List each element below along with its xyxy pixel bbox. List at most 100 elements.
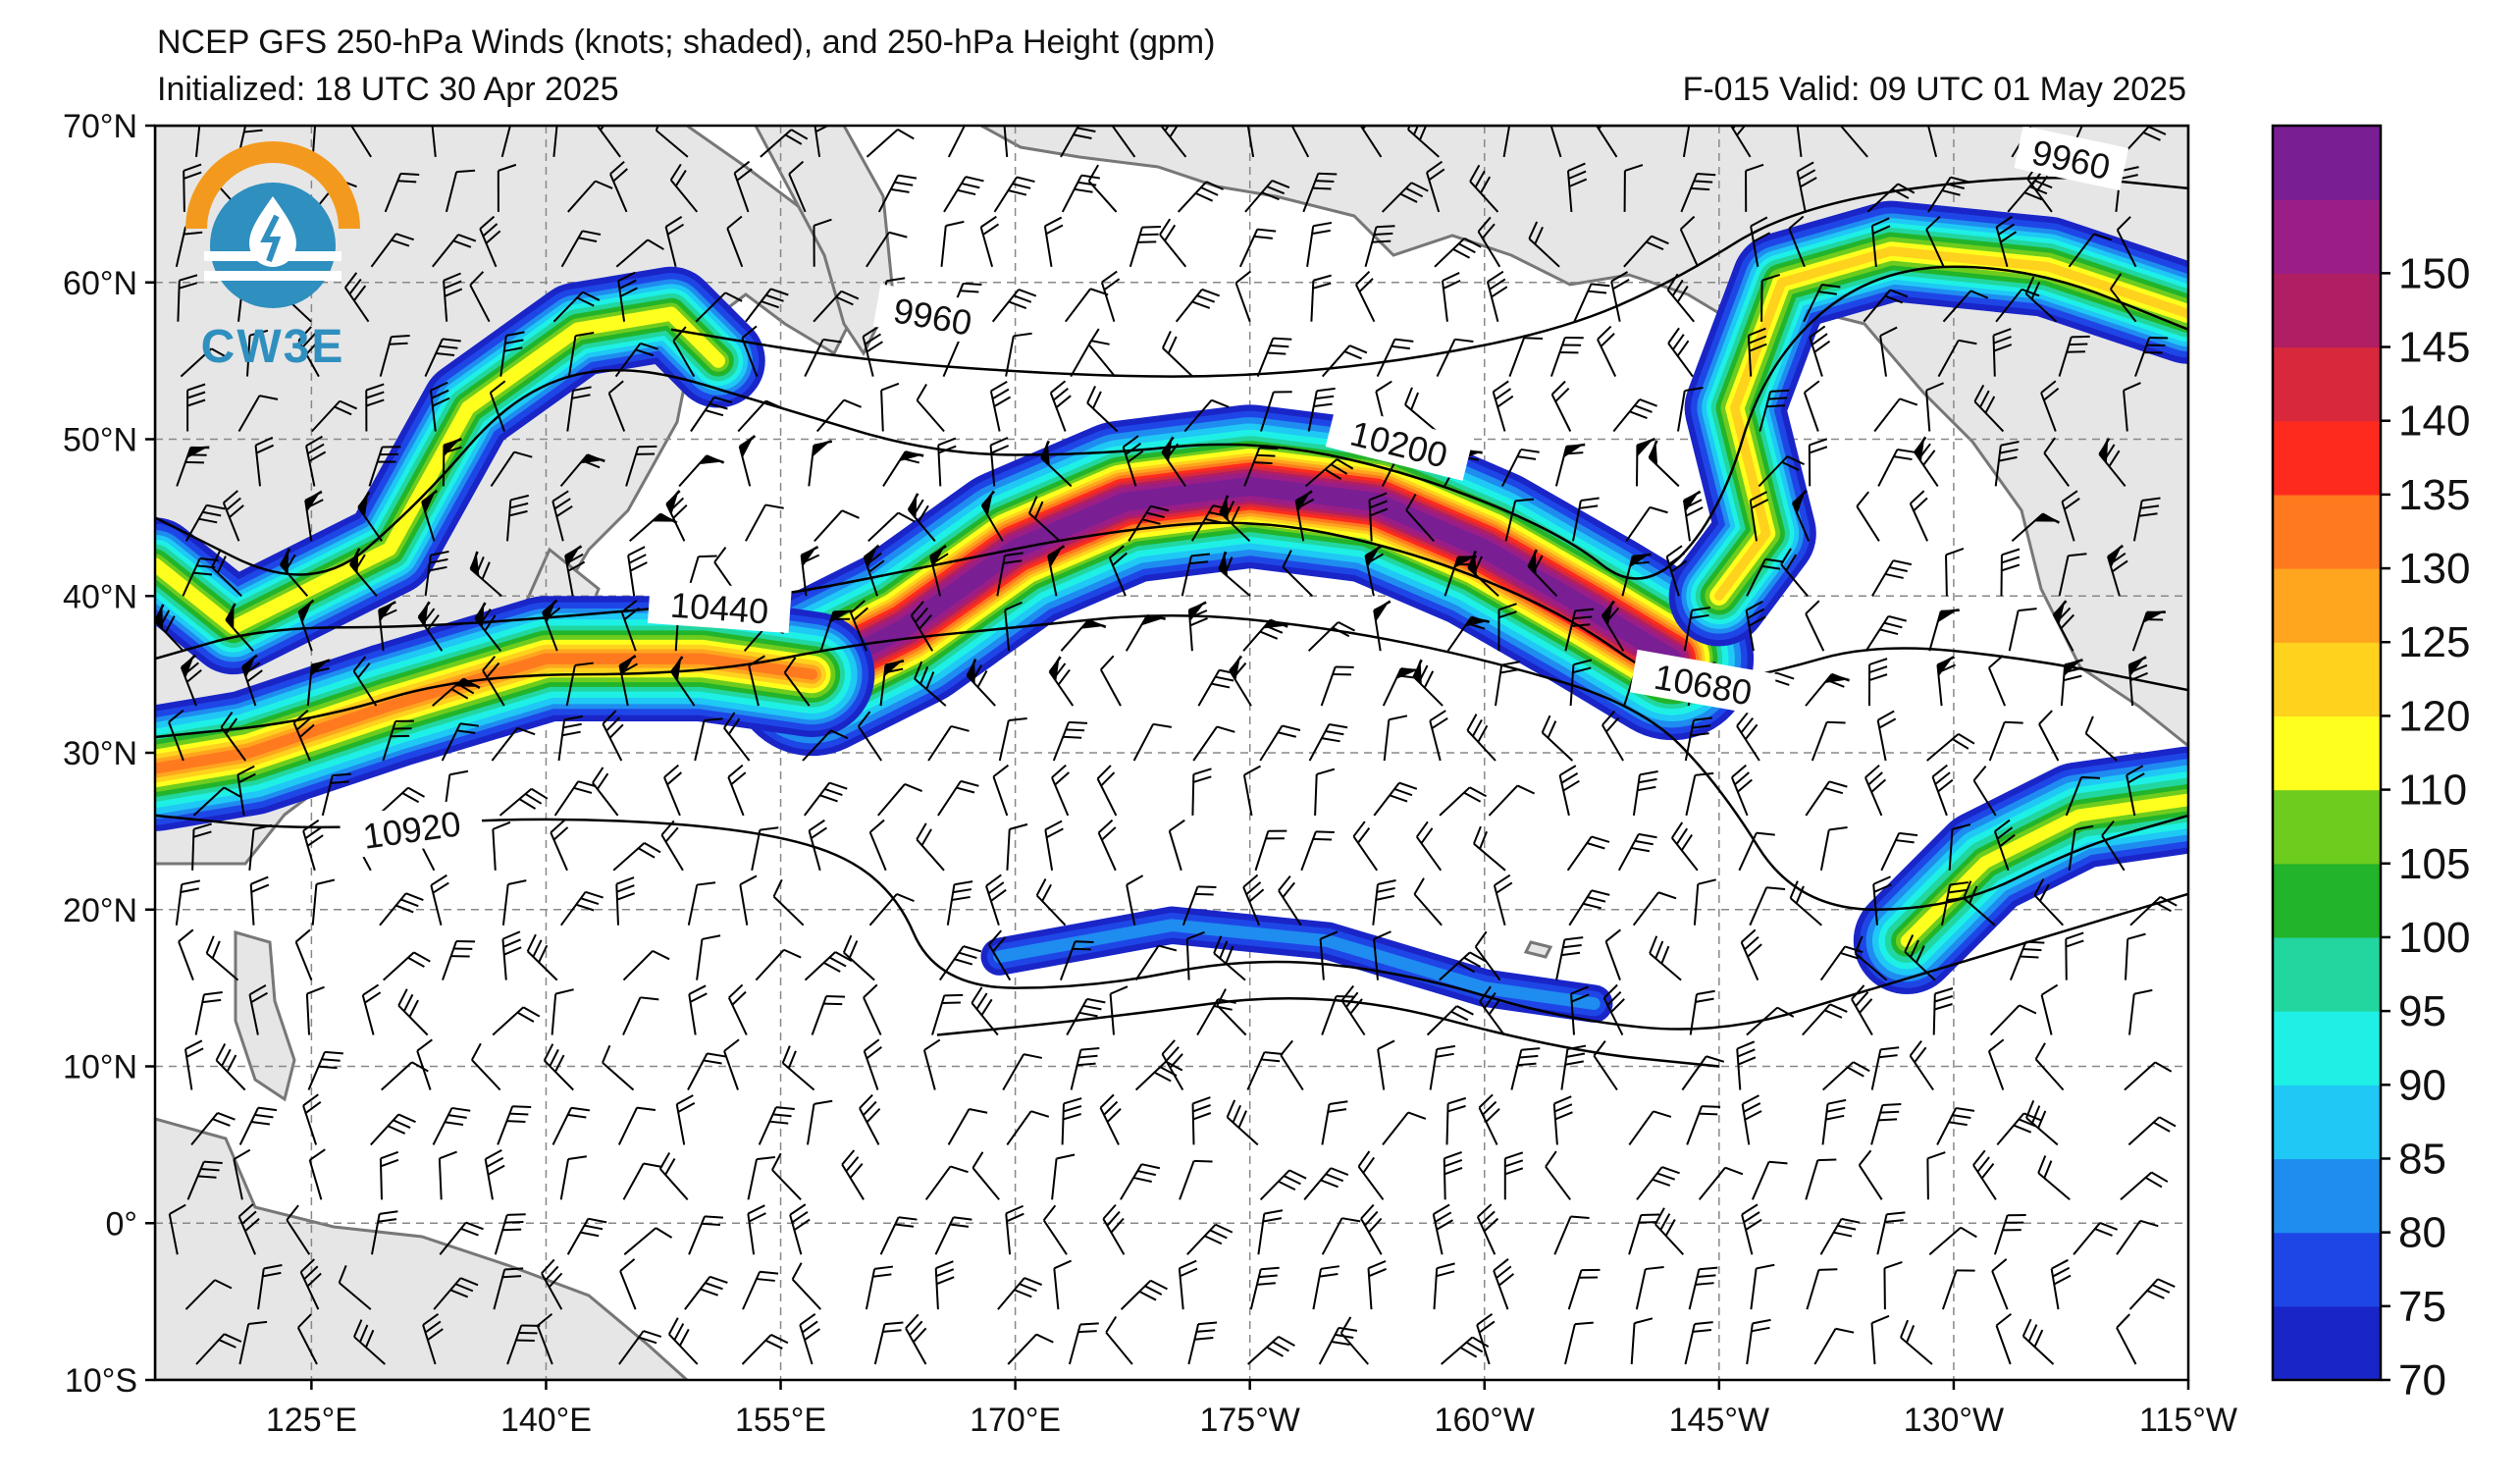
lat-label: 10°N: [63, 1049, 137, 1086]
wind-barb: [1352, 821, 1379, 872]
wind-barb: [1805, 672, 1851, 707]
wind-barb: [602, 1044, 635, 1091]
wind-barb: [663, 764, 683, 817]
wind-barb: [1973, 384, 2005, 433]
wind-barb: [2120, 1171, 2169, 1201]
lat-label: 60°N: [63, 265, 137, 302]
colorbar-swatch: [2273, 863, 2381, 938]
wind-barb: [1996, 1112, 2042, 1146]
wind-barb: [1566, 162, 1588, 212]
wind-barb: [1472, 825, 1506, 872]
wind-barb: [168, 709, 184, 762]
wind-barb: [688, 984, 708, 1035]
wind-barb: [238, 1106, 278, 1145]
wind-barb: [1377, 1039, 1395, 1090]
wind-barb: [286, 1204, 311, 1255]
wind-barb: [655, 126, 689, 158]
wind-barb: [365, 383, 385, 432]
wind-barb: [194, 991, 223, 1035]
wind-barb: [815, 398, 862, 433]
wind-barb: [1493, 874, 1513, 926]
wind-barb: [2037, 1155, 2071, 1201]
wind-barb: [1488, 784, 1536, 817]
wind-barb: [1441, 1336, 1490, 1365]
wind-barb: [501, 879, 527, 926]
wind-barb: [1355, 270, 1376, 323]
wind-barb: [1219, 494, 1251, 543]
map-title: NCEP GFS 250-hPa Winds (knots; shaded), …: [157, 24, 1216, 61]
wind-barb: [1987, 1038, 2005, 1090]
wind-barb: [1254, 829, 1287, 872]
wind-barb: [2131, 610, 2167, 652]
wind-barb: [195, 126, 202, 158]
colorbar-label: 85: [2398, 1135, 2446, 1183]
wind-barb: [672, 326, 696, 378]
wind-barb: [868, 892, 915, 927]
wind-barb: [1109, 985, 1129, 1035]
wind-barb: [348, 547, 378, 597]
wind-barb: [499, 331, 525, 377]
wind-barb: [993, 176, 1035, 213]
wind-barb: [543, 1043, 574, 1091]
wind-barb: [1932, 987, 1954, 1035]
wind-barb: [788, 160, 807, 213]
wind-barb: [1049, 380, 1072, 432]
wind-barb: [664, 216, 685, 268]
wind-barb: [378, 600, 397, 652]
wind-barb: [1053, 1259, 1073, 1310]
wind-barb: [357, 490, 383, 542]
wind-barb: [2011, 512, 2061, 543]
wind-barb: [996, 552, 1024, 597]
wind-barb: [1602, 983, 1625, 1035]
wind-barb: [1110, 126, 1136, 158]
wind-barb: [1179, 1159, 1213, 1200]
colorbar-label: 145: [2398, 324, 2470, 372]
wind-barb: [553, 780, 597, 817]
wind-barb: [1186, 1223, 1234, 1255]
wind-barb: [943, 176, 984, 213]
wind-barb: [344, 272, 370, 323]
wind-barb: [1497, 603, 1517, 652]
wind-barb: [1806, 1268, 1838, 1310]
wind-barb: [1900, 1319, 1933, 1365]
wind-barb: [1476, 1203, 1499, 1255]
wind-barb: [1097, 819, 1117, 872]
wind-barb: [1926, 1151, 1946, 1200]
wind-barb: [850, 600, 868, 652]
wind-barb: [338, 1265, 372, 1310]
wind-barb: [248, 983, 268, 1035]
wind-barb: [2008, 608, 2037, 652]
wind-barb: [916, 383, 945, 433]
wind-barb: [1439, 786, 1487, 817]
wind-barb: [842, 934, 875, 981]
wind-barb: [760, 129, 809, 158]
wind-barb: [1987, 655, 2007, 707]
wind-barb: [804, 781, 848, 817]
wind-barb: [1177, 181, 1224, 213]
wind-barb: [241, 653, 263, 707]
wind-barb: [622, 1162, 662, 1200]
wind-barb: [1495, 661, 1521, 707]
wind-barb: [742, 1270, 779, 1310]
wind-barb: [552, 291, 601, 323]
wind-barb: [2129, 895, 2178, 927]
wind-barb: [1249, 1266, 1280, 1310]
wind-barb: [422, 1313, 444, 1365]
wind-barb: [180, 347, 229, 378]
wind-barb: [1871, 559, 1913, 597]
wind-barb: [1988, 720, 2023, 762]
wind-barb: [1730, 764, 1753, 817]
wind-barb: [1102, 1203, 1126, 1255]
wind-barb: [1864, 614, 1907, 652]
wind-barb: [1993, 819, 2016, 872]
wind-barb: [370, 233, 414, 268]
wind-barb: [1736, 711, 1760, 762]
wind-barb: [445, 169, 476, 213]
wind-barb: [368, 446, 401, 487]
wind-barb: [2033, 877, 2065, 927]
wind-barb: [1445, 1096, 1467, 1145]
wind-barb: [1623, 235, 1669, 268]
wind-barb: [1682, 490, 1704, 542]
valid-time: F-015 Valid: 09 UTC 01 May 2025: [1682, 71, 2186, 108]
wind-barb: [1382, 1111, 1427, 1146]
